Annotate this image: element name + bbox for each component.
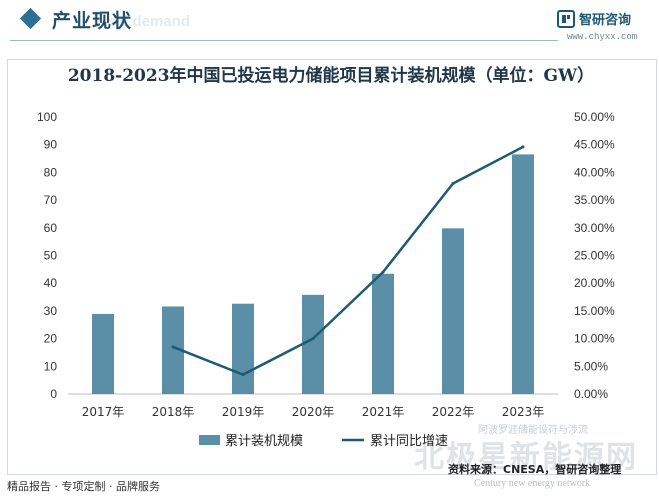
growth-point xyxy=(241,373,245,377)
growth-point xyxy=(311,337,315,341)
section-title: 产业现状 xyxy=(52,10,133,32)
y-left-tick-label: 80 xyxy=(44,165,58,179)
y-left-tick-label: 90 xyxy=(44,138,58,152)
legend-line-label: 累计同比增速 xyxy=(370,434,448,449)
x-tick-label: 2017年 xyxy=(82,405,125,419)
bar xyxy=(372,273,394,394)
bar xyxy=(512,154,534,394)
brand-name: 智研咨询 xyxy=(579,13,632,28)
x-tick-label: 2022年 xyxy=(432,405,475,419)
y-right-tick-label: 10.00% xyxy=(574,332,615,346)
chart-frame xyxy=(7,59,657,475)
y-left-tick-label: 60 xyxy=(44,221,58,235)
growth-line xyxy=(172,145,524,376)
y-right-tick-label: 35.00% xyxy=(574,193,615,207)
growth-point xyxy=(451,181,455,185)
header-divider xyxy=(10,40,558,41)
y-right-tick-label: 30.00% xyxy=(574,221,615,235)
y-right-tick-label: 40.00% xyxy=(574,165,615,179)
legend-bar-swatch xyxy=(199,435,220,445)
x-tick-label: 2018年 xyxy=(152,405,195,419)
y-left-tick-label: 70 xyxy=(44,193,58,207)
y-right-tick-label: 25.00% xyxy=(574,249,615,263)
source-note: 资料来源：CNESA，智研咨询整理 xyxy=(448,463,622,476)
y-right-tick-label: 5.00% xyxy=(574,359,608,373)
y-left-tick-label: 0 xyxy=(50,387,57,401)
growth-point xyxy=(171,345,175,349)
chart-title: 2018-2023年中国已投运电力储能项目累计装机规模（单位：GW） xyxy=(67,66,595,86)
watermark-text: 阿波罗涯储能设符与涉流 xyxy=(478,425,588,436)
y-right-tick-label: 0.00% xyxy=(574,387,608,401)
legend-bar-label: 累计装机规模 xyxy=(225,434,303,449)
x-tick-label: 2023年 xyxy=(502,405,545,419)
bar xyxy=(92,313,114,394)
y-left-tick-label: 40 xyxy=(44,276,58,290)
y-right-tick-label: 15.00% xyxy=(574,304,615,318)
brand: 智研咨询 www.chyxx.com xyxy=(557,8,645,44)
y-right-tick-label: 50.00% xyxy=(574,110,615,124)
y-left-tick-label: 50 xyxy=(44,249,58,263)
y-right-tick-label: 45.00% xyxy=(574,138,615,152)
y-left-tick-label: 20 xyxy=(44,332,58,346)
growth-point xyxy=(521,145,525,149)
x-tick-label: 2020年 xyxy=(292,405,335,419)
bar xyxy=(232,303,254,394)
watermark-big: 北极星新能源网 xyxy=(414,440,638,475)
growth-point xyxy=(381,270,385,274)
bar xyxy=(162,306,184,394)
bar xyxy=(302,294,324,394)
x-tick-label: 2021年 xyxy=(362,405,405,419)
y-left-tick-label: 100 xyxy=(37,110,57,124)
x-tick-label: 2019年 xyxy=(222,405,265,419)
bar xyxy=(442,228,464,394)
section-subtitle-en: nd demand xyxy=(110,13,191,30)
brand-url: www.chyxx.com xyxy=(567,32,638,42)
y-right-tick-label: 20.00% xyxy=(574,276,615,290)
brand-logo-icon xyxy=(557,10,575,28)
y-left-tick-label: 30 xyxy=(44,304,58,318)
section-header: nd demand 产业现状 智研咨询 www.chyxx.com xyxy=(0,0,659,44)
watermark-en: Century new energy network xyxy=(474,478,591,489)
y-left-tick-label: 10 xyxy=(44,359,58,373)
footer-services: 精品报告 · 专项定制 · 品牌服务 xyxy=(7,480,160,493)
